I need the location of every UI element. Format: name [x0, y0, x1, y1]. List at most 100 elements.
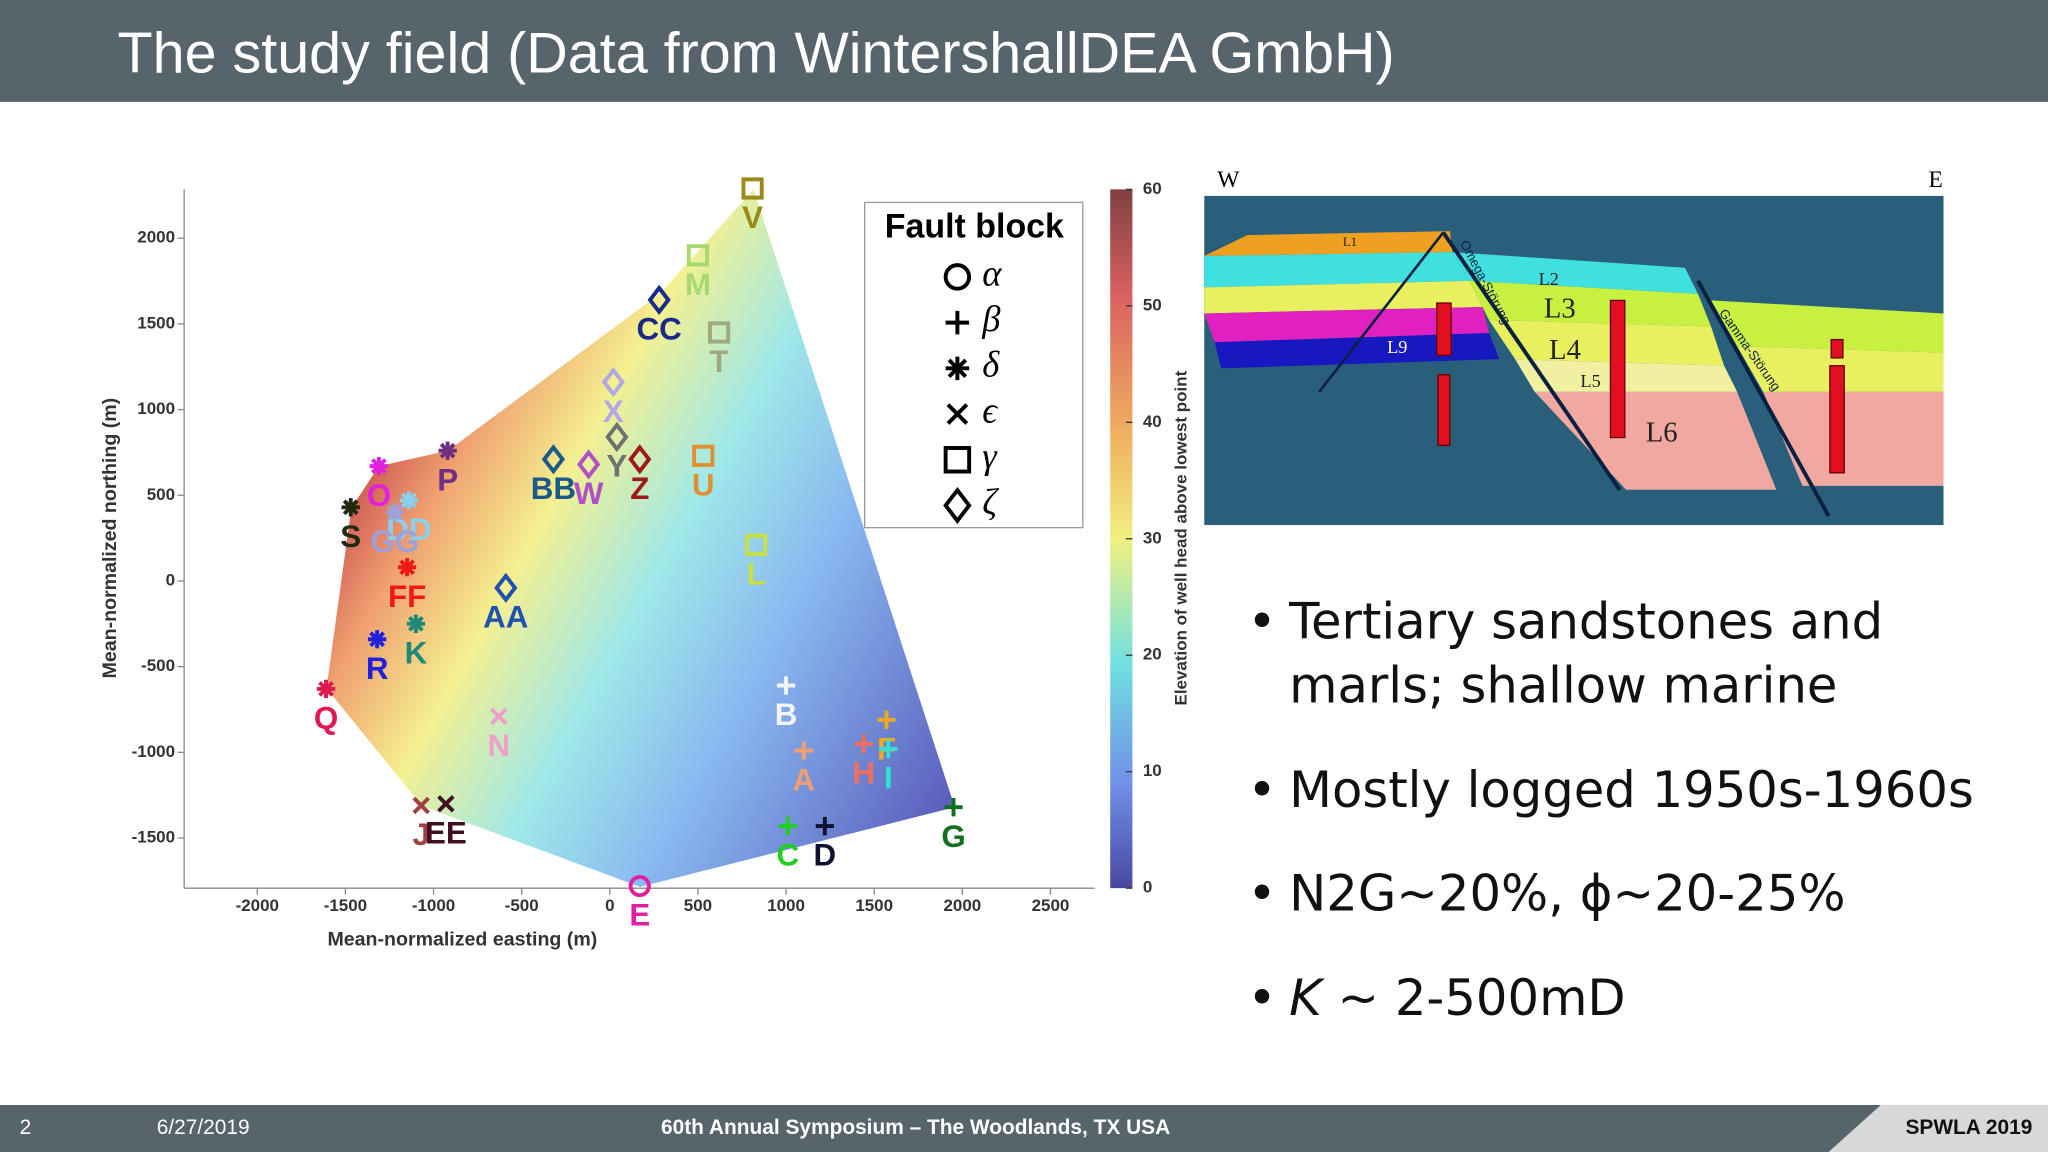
marker: [745, 533, 768, 557]
y-axis-label: Mean-normalized northing (m): [99, 398, 121, 679]
marker: [854, 734, 873, 753]
marker: [945, 310, 970, 335]
well-label: N: [487, 728, 510, 763]
well-bar: [1829, 365, 1845, 474]
y-tick-label: -1000: [132, 742, 175, 761]
bullet-list: Tertiary sandstones and marls; shallow m…: [1247, 590, 2018, 1031]
marker: [577, 449, 601, 480]
colorbar-tick-label: 50: [1143, 295, 1162, 314]
x-tick-label: -2000: [236, 896, 279, 915]
marker: [341, 498, 360, 517]
well-label: I: [884, 761, 893, 796]
well-bar: [1436, 302, 1452, 356]
marker: [707, 321, 731, 344]
colorbar-tick-label: 30: [1143, 528, 1162, 547]
marker: [397, 558, 417, 577]
legend-title: Fault block: [885, 208, 1064, 246]
layer-label: L4: [1549, 334, 1581, 366]
well-label: Q: [314, 701, 338, 736]
layer-label: L9: [1387, 337, 1407, 357]
marker: [778, 816, 797, 836]
y-tick-label: -1500: [132, 828, 175, 847]
header-bar: [0, 0, 2048, 102]
layer-label: L2: [1539, 269, 1559, 289]
marker: [412, 796, 430, 815]
colorbar-tick-label: 0: [1143, 878, 1152, 897]
marker: [601, 367, 625, 398]
marker: [943, 486, 972, 524]
colorbar-tick-label: 60: [1143, 179, 1162, 198]
well-label: T: [710, 344, 729, 379]
bullet: N2G~20%, ϕ~20-25%: [1247, 862, 2018, 927]
x-tick-label: 0: [605, 896, 614, 915]
cross-section: W E L1 L2 L3 L4 L5 L6 L9 Omega-Störung G…: [1204, 167, 1944, 526]
layer: [1204, 231, 1453, 256]
fault-line: [1441, 231, 1622, 491]
marker: [628, 444, 652, 475]
west-label: W: [1217, 167, 1240, 193]
x-tick-label: -1500: [324, 896, 367, 915]
well-bar: [1609, 299, 1626, 439]
well-label: BB: [531, 471, 576, 506]
bullet-area: Tertiary sandstones and marls; shallow m…: [1247, 590, 2018, 1086]
marker: [877, 710, 896, 729]
marker: [406, 614, 426, 633]
footer-accent: [1828, 1104, 2048, 1152]
well-label: FF: [388, 579, 426, 614]
marker: [399, 491, 419, 510]
footer-bar: [0, 1104, 2048, 1152]
fault-line: [1318, 231, 1445, 393]
marker: [367, 630, 387, 649]
layer: [1204, 306, 1489, 343]
well-label: AA: [483, 599, 528, 634]
x-tick-label: 1500: [855, 896, 893, 915]
well-label: P: [437, 462, 458, 497]
y-tick-label: -500: [141, 656, 175, 675]
marker: [385, 503, 404, 522]
well-label: O: [367, 478, 391, 513]
marker: [692, 444, 715, 467]
well-label: K: [405, 635, 428, 670]
legend-label: α: [982, 252, 1002, 293]
fault-line: [1696, 279, 1831, 517]
y-tick-label: 2000: [137, 228, 175, 247]
layer: [1711, 300, 1944, 353]
layer: [1452, 252, 1698, 294]
well-label: GG: [370, 524, 419, 559]
x-tick-label: 2000: [943, 896, 981, 915]
marker: [647, 284, 671, 315]
x-tick-label: -1000: [412, 896, 455, 915]
layer: [1534, 391, 1777, 490]
marker: [686, 244, 710, 267]
well-label: EE: [425, 815, 467, 850]
marker: [628, 874, 651, 898]
well-label: J: [412, 817, 429, 852]
well-bar: [1830, 338, 1844, 359]
scatter-chart: Mean-normalized easting (m) Mean-normali…: [99, 177, 1191, 951]
east-label: E: [1928, 167, 1942, 193]
well-label: S: [340, 519, 361, 554]
well-label: E: [629, 898, 650, 933]
layer-label: L6: [1646, 417, 1678, 449]
marker: [741, 177, 764, 200]
colorbar-tick-label: 40: [1143, 412, 1162, 431]
bullet: K ~ 2-500mD: [1247, 966, 2018, 1031]
bullet-text: ~ 2-500mD: [1337, 968, 1626, 1027]
marker: [437, 795, 455, 813]
marker: [438, 441, 457, 460]
marker: [794, 741, 813, 760]
well-label: W: [574, 476, 604, 511]
marker: [879, 739, 898, 759]
x-axis-label: Mean-normalized easting (m): [327, 929, 597, 951]
well-label: R: [366, 651, 389, 686]
well-label: Z: [630, 471, 649, 506]
legend-label: γ: [982, 435, 998, 476]
footer-brand: SPWLA 2019: [1905, 1116, 2032, 1139]
layer: [1204, 280, 1483, 314]
well-label: M: [685, 267, 711, 302]
well-label: A: [792, 762, 815, 797]
marker: [815, 816, 834, 836]
legend-label: ζ: [982, 481, 999, 522]
bullet: Tertiary sandstones and marls; shallow m…: [1247, 590, 2018, 719]
